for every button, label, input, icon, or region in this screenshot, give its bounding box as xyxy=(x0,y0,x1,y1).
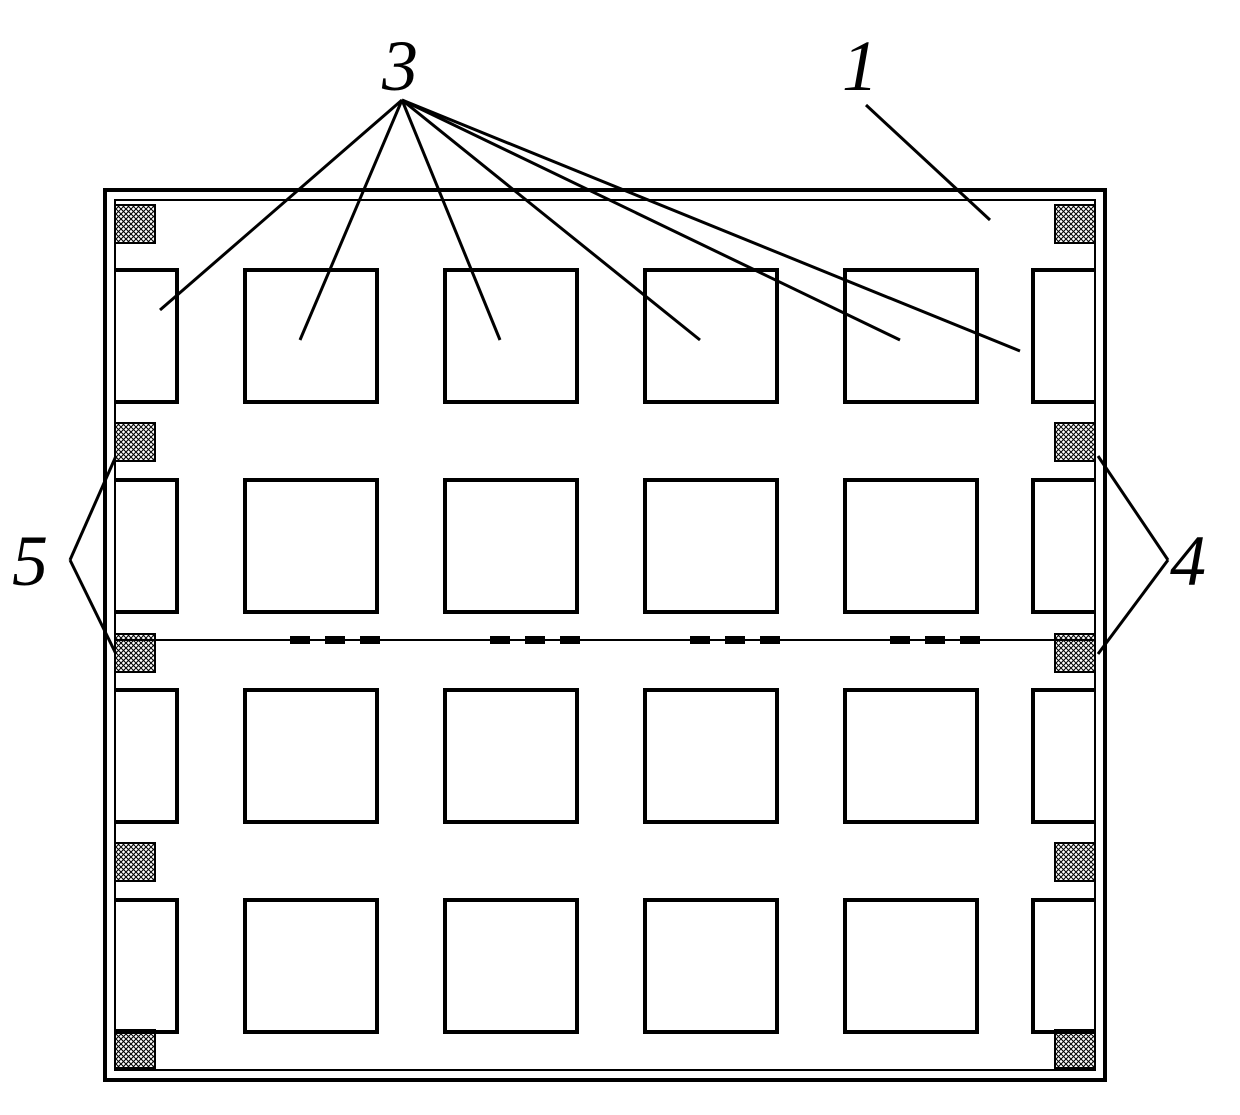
label-1: 1 xyxy=(842,25,878,108)
technical-diagram xyxy=(0,0,1240,1115)
label-5: 5 xyxy=(12,520,48,603)
label-4: 4 xyxy=(1170,520,1206,603)
label-3: 3 xyxy=(382,25,418,108)
